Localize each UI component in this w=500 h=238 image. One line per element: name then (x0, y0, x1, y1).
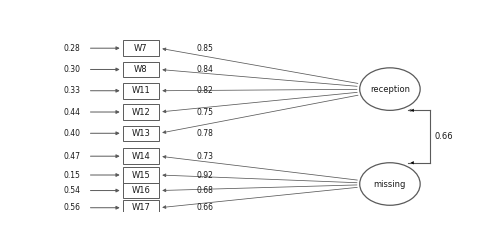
FancyBboxPatch shape (122, 183, 160, 198)
FancyBboxPatch shape (122, 104, 160, 120)
FancyBboxPatch shape (122, 40, 160, 56)
Text: 0.54: 0.54 (64, 186, 80, 195)
Text: W14: W14 (132, 152, 150, 161)
Text: 0.30: 0.30 (64, 65, 80, 74)
Text: 0.75: 0.75 (196, 108, 213, 117)
Text: 0.73: 0.73 (196, 152, 213, 161)
Text: W15: W15 (132, 170, 150, 179)
Text: 0.44: 0.44 (64, 108, 80, 117)
FancyBboxPatch shape (122, 200, 160, 215)
FancyBboxPatch shape (122, 167, 160, 183)
Text: 0.28: 0.28 (64, 44, 80, 53)
Ellipse shape (360, 163, 420, 205)
Text: W11: W11 (132, 86, 150, 95)
Text: W16: W16 (132, 186, 150, 195)
Ellipse shape (360, 68, 420, 110)
Text: 0.78: 0.78 (196, 129, 213, 138)
Text: 0.66: 0.66 (196, 203, 213, 212)
Text: W17: W17 (132, 203, 150, 212)
Text: 0.82: 0.82 (196, 86, 213, 95)
FancyBboxPatch shape (122, 62, 160, 77)
Text: 0.33: 0.33 (64, 86, 80, 95)
Text: 0.66: 0.66 (434, 132, 453, 141)
Text: W13: W13 (132, 129, 150, 138)
FancyBboxPatch shape (122, 83, 160, 99)
Text: W12: W12 (132, 108, 150, 117)
Text: W8: W8 (134, 65, 148, 74)
Text: 0.84: 0.84 (196, 65, 213, 74)
Text: 0.85: 0.85 (196, 44, 213, 53)
Text: 0.40: 0.40 (64, 129, 80, 138)
Text: 0.68: 0.68 (196, 186, 213, 195)
Text: 0.92: 0.92 (196, 170, 213, 179)
FancyBboxPatch shape (122, 125, 160, 141)
Text: reception: reception (370, 84, 410, 94)
Text: 0.15: 0.15 (64, 170, 80, 179)
Text: 0.47: 0.47 (64, 152, 80, 161)
Text: 0.56: 0.56 (64, 203, 80, 212)
Text: missing: missing (374, 179, 406, 188)
FancyBboxPatch shape (122, 149, 160, 164)
Text: W7: W7 (134, 44, 148, 53)
